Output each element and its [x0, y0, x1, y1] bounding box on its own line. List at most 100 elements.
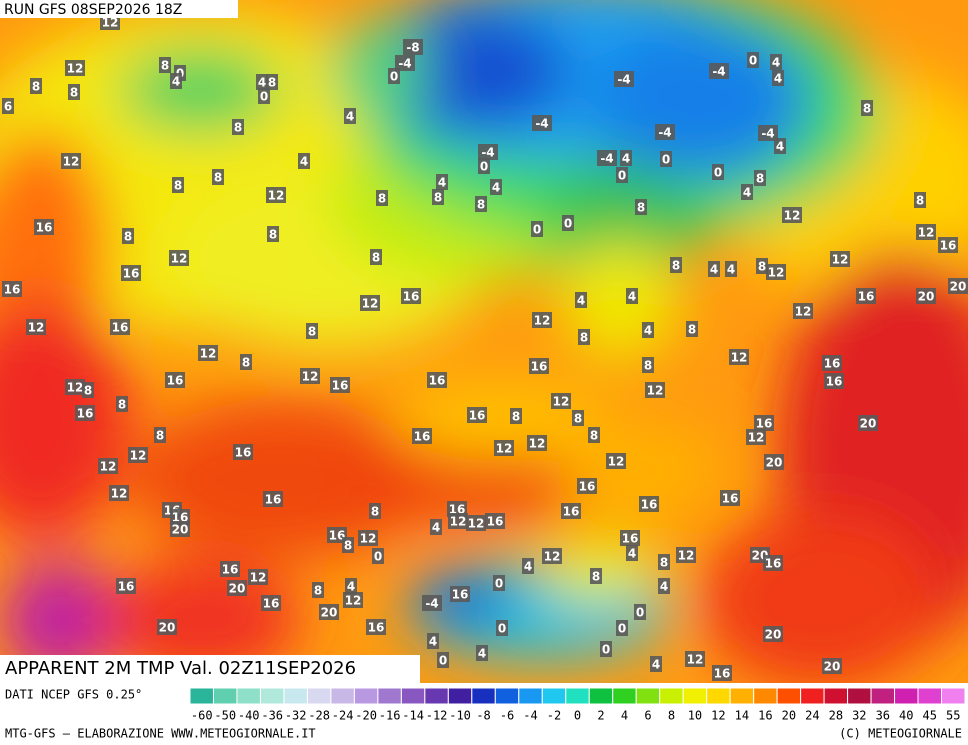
label-box — [490, 179, 502, 195]
label-box — [830, 251, 850, 267]
label-box — [938, 237, 958, 253]
temperature-label: 8 — [308, 325, 316, 339]
temperature-label: 16 — [722, 492, 739, 506]
label-box — [2, 281, 22, 297]
label-box — [720, 490, 740, 506]
label-box — [170, 521, 190, 537]
label-box — [531, 221, 543, 237]
label-box — [764, 454, 784, 470]
temperature-label: 16 — [235, 446, 252, 460]
temperature-label: -4 — [600, 152, 613, 166]
temperature-label: 0 — [533, 223, 541, 237]
temperature-label: 8 — [756, 172, 764, 186]
temperature-label: 16 — [487, 515, 504, 529]
label-box — [403, 39, 423, 55]
label-box — [597, 150, 617, 166]
temperature-label: 12 — [784, 209, 801, 223]
label-box — [267, 226, 279, 242]
temperature-label: 8 — [688, 323, 696, 337]
colorbar-swatch — [353, 687, 379, 705]
temperature-label: 8 — [156, 429, 164, 443]
label-box — [122, 228, 134, 244]
label-box — [658, 578, 670, 594]
label-box — [758, 125, 778, 141]
temperature-label: 4 — [743, 186, 751, 200]
temperature-label: 8 — [32, 80, 40, 94]
label-box — [65, 60, 85, 76]
temperature-label: 0 — [498, 622, 506, 636]
label-box — [345, 578, 357, 594]
label-box — [770, 54, 782, 70]
temperature-label: 20 — [918, 290, 935, 304]
colorbar-swatch — [494, 687, 520, 705]
temperature-label: -4 — [535, 117, 548, 131]
temperature-label: 0 — [618, 169, 626, 183]
colorbar-tick-label: -36 — [261, 709, 283, 723]
temperature-label: -4 — [398, 57, 411, 71]
label-box — [685, 651, 705, 667]
temperature-label: 8 — [477, 198, 485, 212]
run-box — [0, 0, 238, 18]
colorbar-swatch — [447, 687, 473, 705]
label-box — [522, 558, 534, 574]
temperature-label: 12 — [748, 431, 765, 445]
colorbar-tick-label: -20 — [355, 709, 377, 723]
label-box — [729, 349, 749, 365]
label-box — [686, 321, 698, 337]
label-box — [856, 288, 876, 304]
label-box — [616, 167, 628, 183]
temperature-label: 4 — [727, 263, 735, 277]
colorbar-swatch — [870, 687, 896, 705]
label-box — [319, 604, 339, 620]
temperature-label: -4 — [658, 126, 671, 140]
colorbar-tick-label: -8 — [476, 709, 490, 723]
colorbar-swatch — [330, 687, 355, 705]
colorbar-swatch — [753, 687, 778, 705]
label-box — [330, 377, 350, 393]
colorbar-swatch — [424, 687, 449, 705]
temperature-label: 8 — [124, 230, 132, 244]
temperature-label: 12 — [450, 515, 467, 529]
temperature-label: -4 — [761, 127, 774, 141]
colorbar-swatch — [612, 687, 637, 705]
temperature-label: 8 — [214, 171, 222, 185]
label-box — [344, 108, 356, 124]
temperature-label: 12 — [608, 455, 625, 469]
temperature-label: 4 — [300, 155, 308, 169]
temperature-label: 0 — [662, 153, 670, 167]
label-box — [782, 207, 802, 223]
temperature-label: 20 — [159, 621, 176, 635]
label-box — [614, 71, 634, 87]
label-box — [240, 354, 252, 370]
temperature-label: 12 — [130, 449, 147, 463]
label-box — [660, 151, 672, 167]
label-box — [772, 70, 784, 86]
colorbar-swatch — [776, 687, 802, 705]
temperature-label: 4 — [577, 294, 585, 308]
label-box — [121, 265, 141, 281]
label-box — [494, 440, 514, 456]
temperature-label: 4 — [628, 547, 636, 561]
colorbar-tick-label: -6 — [500, 709, 514, 723]
colorbar-swatch — [659, 687, 684, 705]
temperature-label: 12 — [468, 517, 485, 531]
temperature-label: 8 — [592, 570, 600, 584]
product-title: APPARENT 2M TMP Val. 02Z11SEP2026 — [5, 658, 356, 679]
label-box — [756, 258, 768, 274]
colorbar-swatch — [259, 687, 285, 705]
label-box — [110, 319, 130, 335]
colorbar-tick-label: 36 — [876, 709, 890, 723]
label-box — [600, 641, 612, 657]
label-box — [388, 68, 400, 84]
temperature-label: 0 — [564, 217, 572, 231]
temperature-label: 0 — [714, 166, 722, 180]
label-box — [172, 177, 184, 193]
label-box — [774, 138, 786, 154]
label-box — [572, 410, 584, 426]
temperature-label: 4 — [524, 560, 532, 574]
label-box — [448, 513, 468, 529]
temperature-label: 16 — [756, 417, 773, 431]
temperature-label: 16 — [429, 374, 446, 388]
label-box — [578, 329, 590, 345]
temperature-label: 8 — [174, 179, 182, 193]
